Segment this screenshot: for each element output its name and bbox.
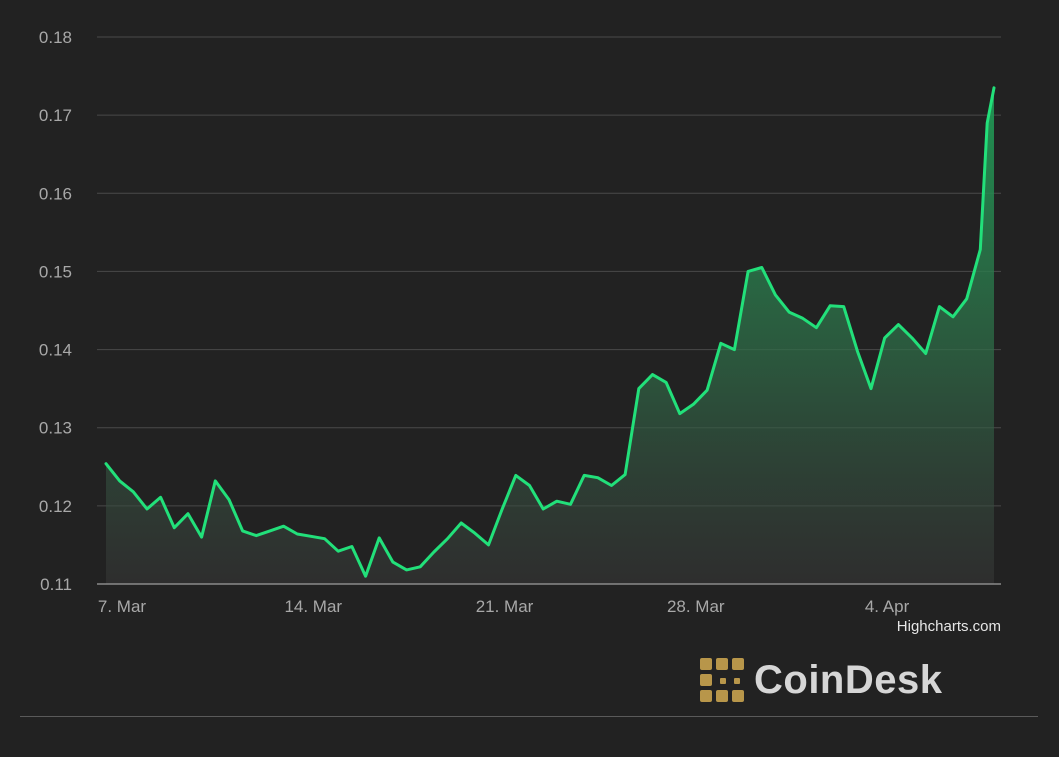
y-tick-label: 0.18 bbox=[39, 28, 72, 47]
y-tick-label: 0.16 bbox=[39, 184, 72, 203]
highcharts-credit[interactable]: Highcharts.com bbox=[897, 618, 1001, 635]
plot-area bbox=[104, 86, 996, 585]
y-axis: 0.18 0.17 0.16 0.15 0.14 0.13 0.12 0.11 bbox=[39, 28, 72, 594]
coindesk-wordmark: CoinDesk bbox=[754, 657, 943, 702]
y-tick-label: 0.12 bbox=[39, 497, 72, 516]
y-tick-label: 0.14 bbox=[39, 341, 72, 360]
coindesk-logo: CoinDesk bbox=[698, 656, 943, 704]
y-tick-label: 0.17 bbox=[39, 106, 72, 125]
y-tick-label: 0.13 bbox=[39, 419, 72, 438]
coindesk-logo-icon bbox=[700, 658, 744, 702]
x-tick-label: 14. Mar bbox=[284, 597, 342, 616]
y-tick-label: 0.15 bbox=[39, 262, 72, 281]
x-tick-label: 21. Mar bbox=[476, 597, 534, 616]
x-axis: 7. Mar 14. Mar 21. Mar 28. Mar 4. Apr bbox=[97, 583, 1001, 616]
x-tick-label: 4. Apr bbox=[865, 597, 910, 616]
x-tick-label: 28. Mar bbox=[667, 597, 725, 616]
grid-lines bbox=[97, 36, 1001, 507]
divider bbox=[20, 716, 1038, 717]
y-tick-label: 0.11 bbox=[40, 575, 72, 594]
price-line bbox=[104, 86, 996, 578]
x-tick-label: 7. Mar bbox=[98, 597, 147, 616]
area-fill bbox=[106, 87, 994, 585]
